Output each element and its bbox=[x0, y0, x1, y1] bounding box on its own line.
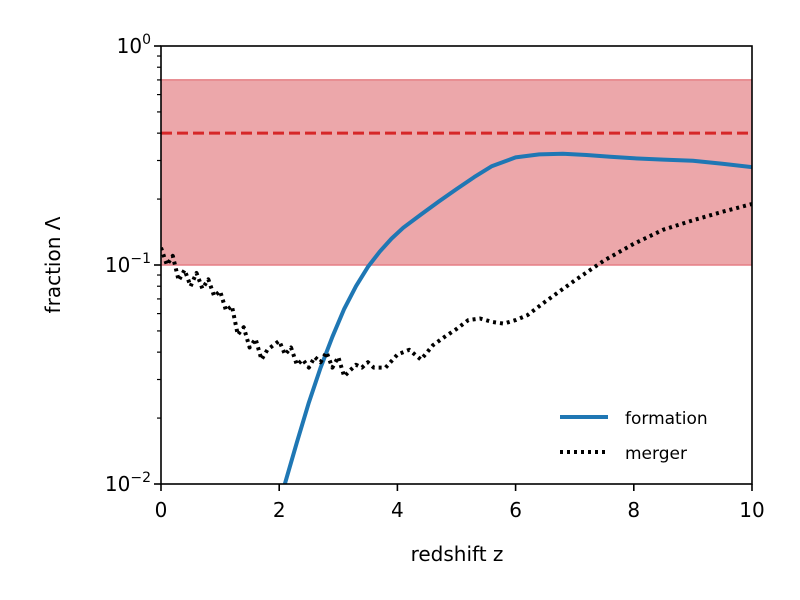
y-axis-title: fraction Λ bbox=[41, 216, 65, 313]
shaded-band bbox=[161, 79, 752, 266]
y-tick-label: 10−2 bbox=[105, 470, 151, 496]
x-tick-label: 0 bbox=[155, 498, 168, 522]
series-line-formation bbox=[283, 151, 752, 484]
y-tick-label: 100 bbox=[117, 32, 151, 58]
x-axis-title: redshift z bbox=[411, 542, 504, 566]
x-tick-label: 8 bbox=[627, 498, 640, 522]
legend-label-formation: formation bbox=[625, 409, 708, 429]
x-tick-label: 10 bbox=[739, 498, 764, 522]
series-line-merger bbox=[161, 202, 752, 379]
x-tick-label: 2 bbox=[273, 498, 286, 522]
x-tick-label: 6 bbox=[509, 498, 522, 522]
plot-area bbox=[161, 79, 752, 484]
x-tick-label: 4 bbox=[391, 498, 404, 522]
legend-label-merger: merger bbox=[625, 444, 687, 464]
y-tick-label: 10−1 bbox=[105, 251, 151, 277]
